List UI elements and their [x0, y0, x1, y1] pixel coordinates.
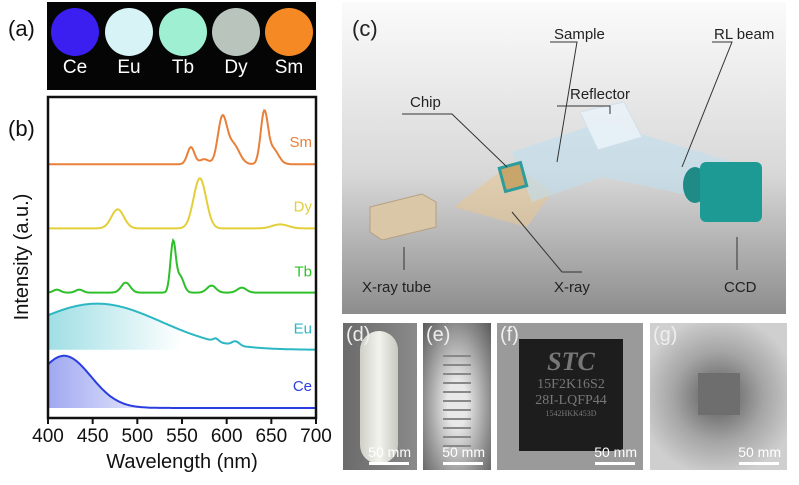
scale-bar-label: 50 mm	[442, 444, 485, 460]
chip-package: 28I-LQFP44	[535, 393, 607, 408]
setup-diagram: (c) Sample RL beam Chip Reflector X-ray …	[342, 2, 786, 314]
x-tick-label: 400	[32, 426, 64, 447]
chip-model: 15F2K16S2	[537, 377, 605, 392]
spectra-chart: Sm Dy Tb Eu Ce 400 450 500 550 600 650 700 Wavelen…	[11, 95, 332, 473]
photo-capsule-xray: (e) 50 mm	[423, 323, 491, 470]
label-xray-tube: X-ray tube	[362, 279, 432, 296]
spectrum-ce	[47, 354, 316, 409]
chip	[497, 160, 529, 194]
spectrum-tb	[47, 237, 316, 294]
panel-label-g: (g)	[653, 324, 678, 346]
scale-bar-label: 50 mm	[738, 444, 781, 460]
reflector	[579, 101, 643, 151]
series-label-dy: Dy	[294, 198, 313, 215]
photo-chip: STC 15F2K16S2 28I-LQFP44 1542HKK453D (f)…	[497, 323, 643, 470]
series-label-ce: Ce	[293, 378, 312, 395]
ccd-camera	[700, 162, 762, 222]
x-tick-label: 600	[211, 426, 243, 447]
photo-chip-xray: (g) 50 mm	[650, 323, 787, 470]
panel-label-f: (f)	[500, 324, 519, 346]
chip-brand: STC	[547, 347, 595, 376]
x-axis-label: Wavelength (nm)	[106, 451, 258, 473]
label-sample: Sample	[554, 26, 605, 43]
x-tick-label: 550	[166, 426, 198, 447]
sample-disc-ce	[51, 8, 99, 56]
series-label-tb: Tb	[294, 264, 312, 281]
rl-beam	[512, 122, 732, 202]
sample-disc-eu	[105, 8, 153, 56]
x-tick-label: 450	[77, 426, 109, 447]
y-axis-label: Intensity (a.u.)	[11, 194, 33, 321]
scale-bar-label: 50 mm	[368, 444, 411, 460]
panel-label-b: (b)	[8, 116, 35, 141]
label-xray: X-ray	[554, 279, 590, 296]
sample-disc-tb	[159, 8, 207, 56]
panel-label-d: (d)	[346, 324, 371, 346]
sample-label: Sm	[274, 57, 304, 78]
spectrum-eu	[47, 302, 316, 351]
spectrum-dy	[48, 177, 316, 230]
sample-label: Tb	[171, 57, 195, 78]
label-ccd: CCD	[724, 279, 757, 296]
panel-label-a: (a)	[8, 16, 35, 41]
x-tick-label: 500	[121, 426, 153, 447]
scale-bar-label: 50 mm	[594, 444, 637, 460]
series-label-sm: Sm	[290, 134, 313, 151]
plot-frame	[46, 95, 318, 420]
sample-disc-sm	[265, 8, 313, 56]
x-tick-label: 700	[300, 426, 332, 447]
spectrum-fill-ce	[48, 355, 316, 408]
luminescence-photos: Ce Eu Tb Dy Sm	[47, 2, 316, 90]
chip-lot: 1542HKK453D	[545, 409, 597, 418]
spectrum-sm	[48, 108, 316, 166]
spectrum-fill-eu	[48, 303, 316, 350]
photo-capsule: (d) 50 mm	[343, 323, 417, 470]
sample-label: Ce	[62, 57, 88, 78]
sample-disc-dy	[212, 8, 260, 56]
panel-label-e: (e)	[426, 324, 451, 346]
xray-tube	[369, 193, 437, 241]
series-label-eu: Eu	[294, 321, 312, 338]
label-reflector: Reflector	[570, 86, 631, 103]
x-tick-label: 650	[255, 426, 287, 447]
sample-label: Eu	[117, 57, 141, 78]
label-chip: Chip	[410, 94, 441, 111]
panel-label-c: (c)	[352, 16, 378, 41]
label-rl-beam: RL beam	[714, 26, 775, 43]
sample-label: Dy	[224, 57, 248, 78]
